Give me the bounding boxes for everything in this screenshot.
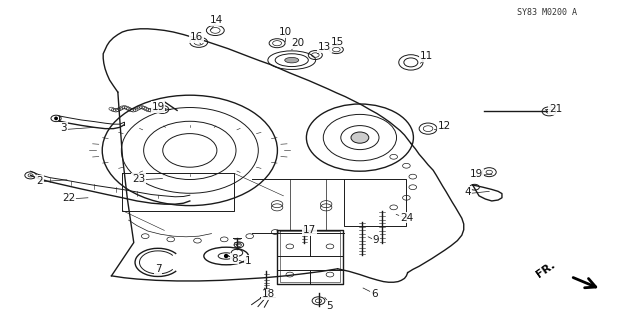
Text: 5: 5 <box>327 300 333 311</box>
Text: 1: 1 <box>245 256 252 266</box>
Text: 4: 4 <box>465 187 471 197</box>
Text: 20: 20 <box>292 38 304 48</box>
Text: 11: 11 <box>420 51 433 61</box>
Text: 19: 19 <box>152 102 164 112</box>
Text: 8: 8 <box>231 253 238 264</box>
Text: FR.: FR. <box>534 260 557 279</box>
Text: 14: 14 <box>210 15 223 25</box>
Text: 17: 17 <box>303 225 316 236</box>
Text: 15: 15 <box>331 36 344 47</box>
Ellipse shape <box>351 132 369 143</box>
Text: 7: 7 <box>155 264 161 274</box>
Text: SY83 M0200 A: SY83 M0200 A <box>517 8 576 17</box>
Text: 22: 22 <box>62 193 75 204</box>
Text: 16: 16 <box>190 32 203 42</box>
Text: 13: 13 <box>318 42 331 52</box>
Text: 9: 9 <box>373 235 379 245</box>
Text: 10: 10 <box>279 27 292 37</box>
Text: 12: 12 <box>438 121 451 132</box>
Text: 18: 18 <box>262 289 275 300</box>
Circle shape <box>225 254 227 258</box>
Text: 24: 24 <box>400 212 413 223</box>
Text: 6: 6 <box>371 289 378 300</box>
Text: 23: 23 <box>132 174 145 184</box>
Text: 21: 21 <box>549 104 562 114</box>
Text: 3: 3 <box>61 123 67 133</box>
Ellipse shape <box>285 57 299 63</box>
Text: 2: 2 <box>36 176 43 186</box>
Circle shape <box>55 117 57 120</box>
Text: 19: 19 <box>470 169 483 180</box>
